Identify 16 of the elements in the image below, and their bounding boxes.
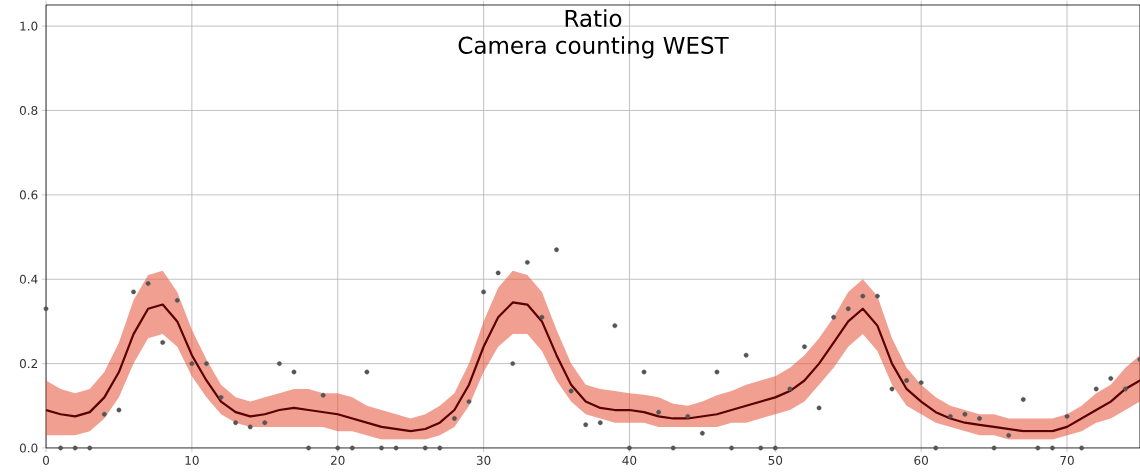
y-tick-label: 0.6 [19, 190, 38, 200]
x-tick-label: 60 [914, 455, 928, 465]
x-tick-label: 70 [1060, 455, 1074, 465]
x-tick-label: 50 [768, 455, 783, 465]
x-tick-label: 30 [476, 455, 491, 465]
x-tick-label: 40 [622, 455, 637, 465]
y-tick-label: 0.0 [19, 443, 38, 453]
y-tick-label: 0.8 [19, 105, 38, 116]
y-tick-label: 0.2 [19, 359, 37, 369]
x-tick-label: 10 [185, 455, 199, 465]
text: Camera counting WEST [458, 36, 729, 59]
y-tick-label: 0.4 [19, 274, 38, 284]
x-tick-label: 20 [330, 455, 345, 465]
y-tick-label: 1.0 [20, 21, 38, 31]
x-tick-label: 0 [42, 455, 50, 465]
chart-title: Ratio [565, 9, 622, 27]
